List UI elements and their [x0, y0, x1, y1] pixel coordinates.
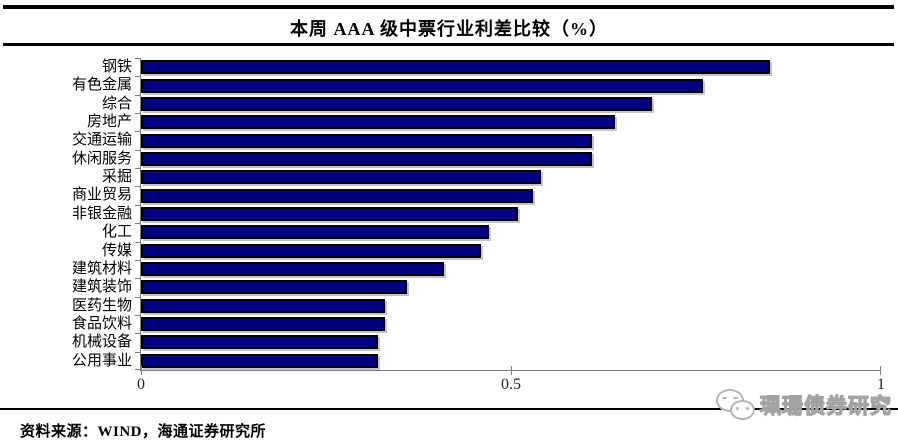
bar: [141, 243, 482, 258]
plot-area: 0 0.5 1: [135, 58, 885, 393]
bar: [141, 188, 534, 203]
category-axis-tick: [135, 76, 141, 77]
category-axis-tick: [135, 278, 141, 279]
category-label: 机械设备: [71, 334, 132, 351]
category-axis-labels: 钢铁有色金属 综合房地产 交通运输 休闲服务采掘 商业贸易 非银金融化工 传媒 建筑材料建筑装…: [0, 58, 132, 370]
category-axis-tick: [135, 352, 141, 353]
category-axis-tick: [135, 223, 141, 224]
category-axis-tick: [135, 205, 141, 206]
bar: [141, 207, 519, 221]
chat-bubbles-logo-icon: [714, 387, 760, 423]
bar: [141, 170, 541, 185]
bar: [141, 78, 704, 93]
title-bottom-divider-line: [3, 43, 894, 46]
category-axis-tick: [135, 95, 141, 96]
category-label: 非银金融: [71, 205, 132, 222]
watermark: 珮珊债券研究: [714, 386, 892, 424]
bar: [141, 280, 408, 295]
bar: [141, 225, 489, 240]
category-label: 化工: [101, 224, 132, 241]
watermark-text: 珮珊债券研究: [759, 393, 892, 418]
bar: [141, 151, 593, 166]
category-label: 传媒: [101, 242, 132, 259]
category-label: 建筑装饰: [71, 279, 132, 296]
category-label: 采掘: [101, 169, 132, 186]
category-label: 公用事业: [71, 352, 132, 369]
category-label: 交通运输: [71, 132, 132, 149]
category-label: 医药生物: [71, 297, 132, 314]
bar: [141, 96, 652, 111]
category-axis-tick: [135, 168, 141, 169]
category-axis-tick: [135, 186, 141, 187]
category-axis-tick: [135, 333, 141, 334]
category-axis-tick: [135, 150, 141, 151]
bar: [141, 133, 593, 148]
bar: [141, 60, 770, 75]
category-axis-tick: [135, 242, 141, 243]
category-axis-tick: [135, 113, 141, 114]
category-label: 有色金属: [71, 77, 132, 94]
category-axis-tick: [135, 297, 141, 298]
value-axis-tick: [880, 366, 881, 375]
category-label: 综合: [101, 95, 132, 112]
top-divider-line: [3, 5, 894, 9]
footer-divider-line: [0, 408, 898, 410]
bar: [141, 115, 615, 130]
value-axis-tick: [511, 366, 512, 375]
category-label: 食品饮料: [71, 315, 132, 332]
bar: [141, 353, 378, 368]
category-axis-tick: [135, 58, 141, 59]
bar: [141, 317, 386, 332]
category-axis-tick: [135, 369, 141, 370]
value-axis-tick: [141, 366, 142, 375]
bar: [141, 298, 386, 313]
category-axis-tick: [135, 315, 141, 316]
chart-title: 本周 AAA 级中票行业利差比较（%）: [289, 19, 608, 39]
category-axis-tick: [135, 131, 141, 132]
category-axis-tick: [135, 260, 141, 261]
value-axis-tick-label: 0: [137, 376, 145, 393]
category-label: 房地产: [86, 114, 132, 131]
value-axis-tick-label: 1: [877, 376, 885, 393]
category-label: 休闲服务: [71, 150, 132, 167]
category-label: 建筑材料: [71, 260, 132, 277]
value-axis-tick-label: 0.5: [501, 376, 521, 393]
speech-bubble-small-icon: [730, 400, 755, 420]
bar: [141, 335, 378, 350]
bar: [141, 262, 445, 277]
category-label: 钢铁: [101, 59, 132, 75]
data-source-text: 资料来源：WIND，海通证券研究所: [20, 424, 267, 440]
category-label: 商业贸易: [71, 187, 132, 204]
